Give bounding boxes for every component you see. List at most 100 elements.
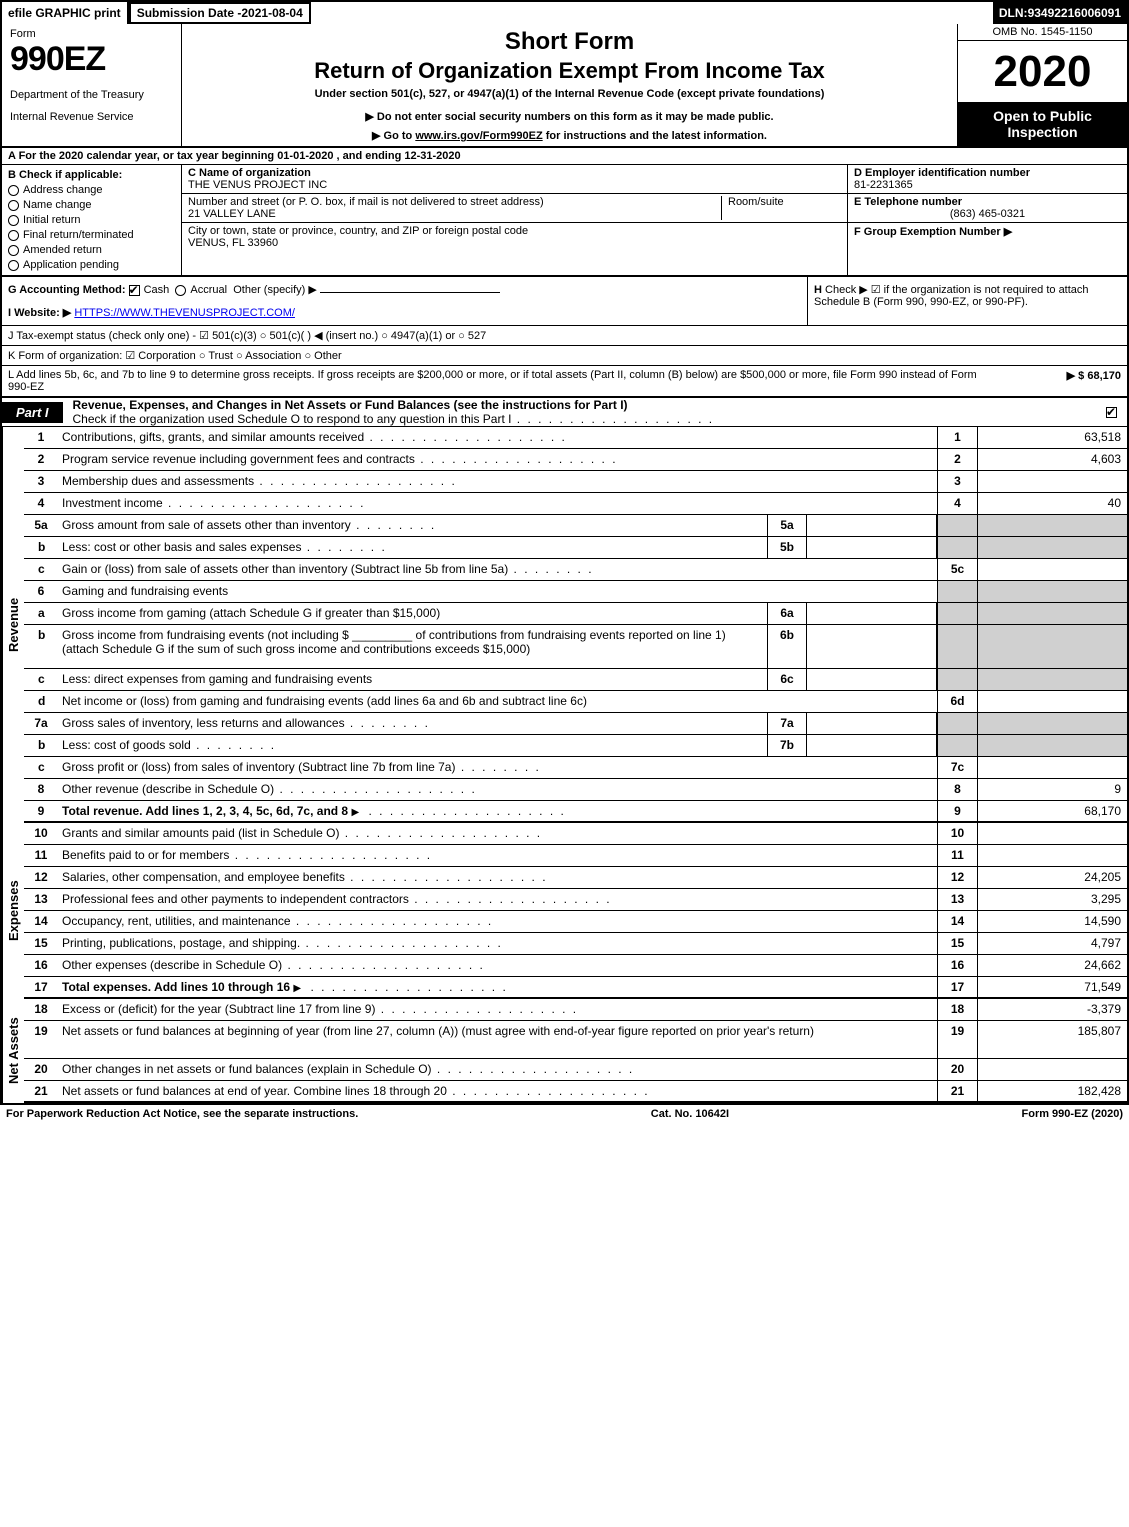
line-21-val: 182,428: [977, 1081, 1127, 1101]
arrow-icon: [293, 980, 305, 994]
opt-application-pending[interactable]: Application pending: [8, 259, 175, 271]
line-6b-num: b: [24, 625, 58, 668]
line-1-desc: Contributions, gifts, grants, and simila…: [58, 427, 937, 448]
check-if-applicable: Check if applicable:: [19, 169, 122, 181]
form-990ez: efile GRAPHIC print Submission Date - 20…: [0, 0, 1129, 1105]
part-i-title-text: Revenue, Expenses, and Changes in Net As…: [73, 398, 628, 412]
line-7a-mid: 7a: [767, 713, 807, 734]
line-4-num: 4: [24, 493, 58, 514]
line-5b-mid: 5b: [767, 537, 807, 558]
opt-amended-return[interactable]: Amended return: [8, 244, 175, 256]
dln-label: DLN:: [999, 6, 1028, 20]
line-5a-val: [977, 515, 1127, 536]
accrual-checkbox[interactable]: [175, 285, 186, 296]
phone-value: (863) 465-0321: [854, 208, 1121, 220]
line-15-num: 15: [24, 933, 58, 954]
footer-left: For Paperwork Reduction Act Notice, see …: [6, 1108, 358, 1120]
net-assets-section: Net Assets 18Excess or (deficit) for the…: [2, 999, 1127, 1103]
line-17-num: 17: [24, 977, 58, 997]
line-6b-midval: [807, 625, 937, 668]
line-9-val: 68,170: [977, 801, 1127, 821]
org-name-label: C Name of organization: [188, 167, 327, 179]
opt-initial-return[interactable]: Initial return: [8, 214, 175, 226]
dept-irs: Internal Revenue Service: [10, 111, 173, 123]
header-center: Short Form Return of Organization Exempt…: [182, 24, 957, 146]
line-5b-midval: [807, 537, 937, 558]
opt-application-pending-label: Application pending: [23, 259, 119, 271]
line-15-val: 4,797: [977, 933, 1127, 954]
other-specify-input[interactable]: [320, 292, 500, 293]
website-link[interactable]: HTTPS://WWW.THEVENUSPROJECT.COM/: [74, 307, 295, 319]
form-word: Form: [10, 28, 173, 40]
line-10-val: [977, 823, 1127, 844]
goto-pre: ▶ Go to: [372, 130, 415, 142]
line-19-desc: Net assets or fund balances at beginning…: [58, 1021, 937, 1058]
line-9-desc-text: Total revenue. Add lines 1, 2, 3, 4, 5c,…: [62, 804, 348, 818]
line-6d-rnum: 6d: [937, 691, 977, 712]
b-label: B: [8, 169, 16, 181]
line-16-rnum: 16: [937, 955, 977, 976]
line-19-rnum: 19: [937, 1021, 977, 1058]
accrual-label: Accrual: [190, 284, 227, 296]
line-7a-val: [977, 713, 1127, 734]
line-14-val: 14,590: [977, 911, 1127, 932]
cash-label: Cash: [144, 284, 170, 296]
opt-amended-return-label: Amended return: [23, 244, 102, 256]
line-18-num: 18: [24, 999, 58, 1020]
k-form-of-org: K Form of organization: ☑ Corporation ○ …: [2, 346, 1127, 366]
line-8-rnum: 8: [937, 779, 977, 800]
line-7a-rnum: [937, 713, 977, 734]
line-4-desc: Investment income: [58, 493, 937, 514]
line-12-num: 12: [24, 867, 58, 888]
efile-print[interactable]: efile GRAPHIC print: [2, 2, 129, 24]
line-8-desc: Other revenue (describe in Schedule O): [58, 779, 937, 800]
line-5b-num: b: [24, 537, 58, 558]
line-9-num: 9: [24, 801, 58, 821]
line-18-desc: Excess or (deficit) for the year (Subtra…: [58, 999, 937, 1020]
goto-instructions: ▶ Go to www.irs.gov/Form990EZ for instru…: [190, 129, 949, 142]
line-3-desc: Membership dues and assessments: [58, 471, 937, 492]
line-21-rnum: 21: [937, 1081, 977, 1101]
line-17-val: 71,549: [977, 977, 1127, 997]
line-13-num: 13: [24, 889, 58, 910]
line-12-val: 24,205: [977, 867, 1127, 888]
g-accounting: G Accounting Method: Cash Accrual Other …: [2, 277, 807, 325]
line-2-num: 2: [24, 449, 58, 470]
opt-address-change[interactable]: Address change: [8, 184, 175, 196]
footer-form-ref: Form 990-EZ (2020): [1022, 1108, 1123, 1120]
line-12-desc: Salaries, other compensation, and employ…: [58, 867, 937, 888]
line-6c-desc: Less: direct expenses from gaming and fu…: [58, 669, 767, 690]
dln-value: 93492216006091: [1028, 6, 1121, 20]
line-6a-rnum: [937, 603, 977, 624]
line-6c-val: [977, 669, 1127, 690]
irs-link[interactable]: www.irs.gov/Form990EZ: [415, 130, 542, 142]
line-7a-desc: Gross sales of inventory, less returns a…: [58, 713, 767, 734]
ein-value: 81-2231365: [854, 179, 1121, 191]
row-gh: G Accounting Method: Cash Accrual Other …: [2, 277, 1127, 326]
room-suite-label: Room/suite: [721, 196, 841, 220]
line-8-num: 8: [24, 779, 58, 800]
header-left: Form 990EZ Department of the Treasury In…: [2, 24, 182, 146]
schedule-o-checkbox[interactable]: [1106, 407, 1117, 418]
line-5a-rnum: [937, 515, 977, 536]
goto-post: for instructions and the latest informat…: [546, 130, 767, 142]
info-block: B Check if applicable: Address change Na…: [2, 165, 1127, 277]
line-5b-desc: Less: cost or other basis and sales expe…: [58, 537, 767, 558]
form-number: 990EZ: [10, 40, 173, 79]
expenses-label: Expenses: [2, 823, 24, 999]
col-c-name-address: C Name of organization THE VENUS PROJECT…: [182, 165, 847, 275]
line-7b-desc: Less: cost of goods sold: [58, 735, 767, 756]
l-amount: ▶ $ 68,170: [1001, 369, 1121, 393]
under-section: Under section 501(c), 527, or 4947(a)(1)…: [190, 88, 949, 100]
line-7c-val: [977, 757, 1127, 778]
opt-final-return[interactable]: Final return/terminated: [8, 229, 175, 241]
ein-label: D Employer identification number: [854, 167, 1121, 179]
line-6c-rnum: [937, 669, 977, 690]
opt-name-change[interactable]: Name change: [8, 199, 175, 211]
row-a-tax-year: A For the 2020 calendar year, or tax yea…: [2, 148, 1127, 165]
line-2-desc: Program service revenue including govern…: [58, 449, 937, 470]
part-i-title: Revenue, Expenses, and Changes in Net As…: [63, 398, 1106, 426]
cash-checkbox[interactable]: [129, 285, 140, 296]
website-label: I Website: ▶: [8, 307, 71, 319]
other-specify: Other (specify) ▶: [233, 284, 317, 296]
